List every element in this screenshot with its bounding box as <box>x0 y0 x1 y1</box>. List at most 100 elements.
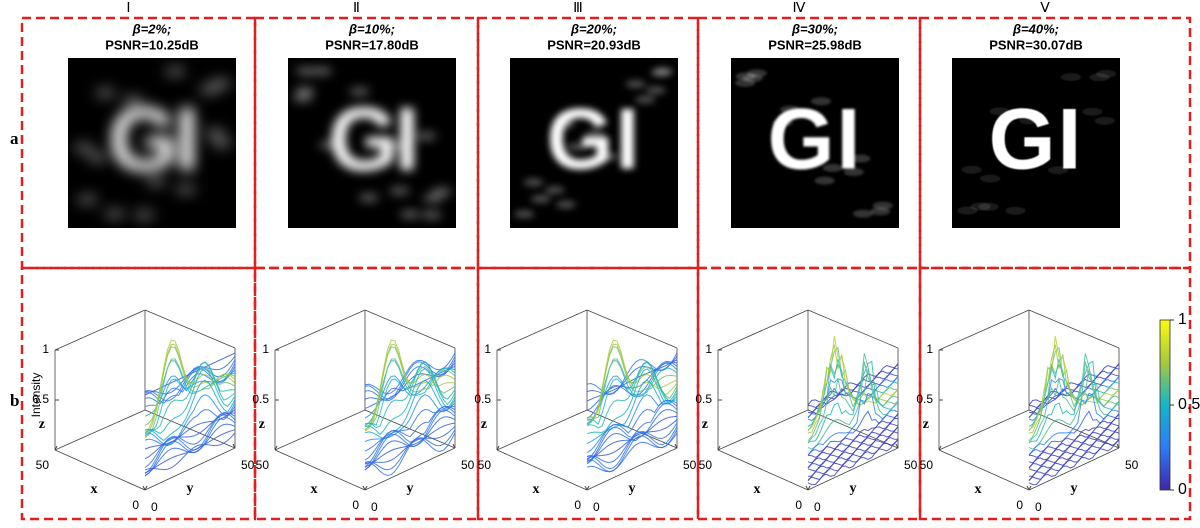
speckle <box>212 139 232 147</box>
surface-mesh <box>144 361 235 436</box>
y-tick-label: 50 <box>461 458 475 472</box>
y-label: y <box>850 481 857 496</box>
y-tick <box>232 443 236 449</box>
x-tick <box>1028 485 1032 491</box>
x-tick <box>364 485 368 491</box>
speckle <box>567 142 588 151</box>
surface-mesh <box>807 392 899 455</box>
surface-mesh <box>364 432 456 477</box>
y-tick <box>142 485 146 491</box>
speckle <box>318 140 339 149</box>
axis-box <box>717 409 809 451</box>
speckle <box>104 209 125 218</box>
axis-box <box>807 309 899 349</box>
x-label: x <box>754 482 761 497</box>
y-tick <box>1026 485 1030 491</box>
x-tick-label: 50 <box>478 458 492 472</box>
image-bg <box>952 58 1120 228</box>
x-label: x <box>91 482 98 497</box>
blurred: GI <box>292 67 452 219</box>
x-tick <box>938 445 942 451</box>
speckle <box>358 193 379 202</box>
speckle <box>95 88 116 97</box>
speckle <box>598 152 619 161</box>
image-text: GI <box>547 92 642 188</box>
blurred: GI <box>957 69 1116 215</box>
axis-box <box>938 309 1030 351</box>
surface-mesh <box>586 360 678 420</box>
speckle <box>980 174 1001 183</box>
surface-mesh <box>807 353 899 444</box>
surface-mesh <box>144 429 236 474</box>
surface-mesh <box>1028 438 1120 481</box>
x-tick <box>496 445 500 451</box>
speckle <box>1089 73 1110 82</box>
x-tick-label: 0 <box>132 498 139 512</box>
image: GI <box>735 69 893 218</box>
speckle <box>349 87 370 96</box>
surface-mesh <box>807 426 899 468</box>
y-label: y <box>629 481 636 496</box>
speckle <box>530 194 551 203</box>
speckle <box>205 129 226 138</box>
z-tick-label: 0.5 <box>695 392 712 406</box>
x-tick <box>54 445 58 451</box>
axis-box <box>54 449 146 491</box>
x-tick-label: 50 <box>36 458 50 472</box>
speckle <box>175 185 196 194</box>
speckle <box>1005 206 1026 215</box>
speckle <box>746 69 767 78</box>
axis-box <box>274 309 366 351</box>
speckle <box>544 186 565 195</box>
speckle <box>422 194 443 203</box>
x-tick <box>807 485 811 491</box>
column-numeral: Ⅰ <box>126 1 130 16</box>
beta-label: β=30%; <box>791 21 838 36</box>
y-tick <box>452 443 456 449</box>
panel-frame <box>253 266 480 521</box>
x-tick-label: 50 <box>699 458 713 472</box>
axis-box <box>496 409 588 451</box>
surface-mesh <box>807 439 899 486</box>
beta-label: β=20%; <box>570 21 617 36</box>
colorbar <box>1159 319 1171 491</box>
blurred: GI <box>735 69 893 218</box>
speckle <box>165 67 186 76</box>
speckle <box>199 85 220 94</box>
x-tick <box>586 485 590 491</box>
surface-mesh <box>144 412 236 468</box>
speckle <box>514 210 535 219</box>
beta-label: β=10%; <box>348 21 395 36</box>
psnr-label: PSNR=17.80dB <box>325 37 419 52</box>
speckle <box>145 177 166 186</box>
x-tick-label: 0 <box>352 498 359 512</box>
surface-mesh <box>1028 344 1120 434</box>
y-tick <box>895 443 899 449</box>
surface-mesh <box>1028 360 1120 443</box>
speckle <box>77 195 98 204</box>
surface-mesh <box>807 431 899 477</box>
x-tick <box>144 485 148 491</box>
column-numeral: Ⅴ <box>1040 1 1050 16</box>
surface-mesh <box>1028 373 1120 419</box>
axis-box <box>496 309 588 351</box>
z-label: z <box>923 417 929 432</box>
panel-frame <box>253 16 480 270</box>
surface-mesh <box>144 366 236 405</box>
surface-mesh <box>807 344 899 434</box>
column-numeral: Ⅳ <box>793 1 806 16</box>
surface-mesh <box>1028 361 1120 450</box>
speckle <box>772 118 793 127</box>
z-tick-label: 0.5 <box>252 392 269 406</box>
surface-mesh <box>364 429 456 471</box>
y-tick-label: 0 <box>593 500 600 514</box>
surface-mesh <box>807 373 899 419</box>
speckle <box>814 176 835 185</box>
speckle <box>989 107 1010 116</box>
x-tick <box>717 445 721 451</box>
psnr-label: PSNR=25.98dB <box>768 37 862 52</box>
surface-mesh <box>1028 423 1120 469</box>
surface-mesh <box>586 422 678 464</box>
surface-mesh <box>364 405 456 452</box>
